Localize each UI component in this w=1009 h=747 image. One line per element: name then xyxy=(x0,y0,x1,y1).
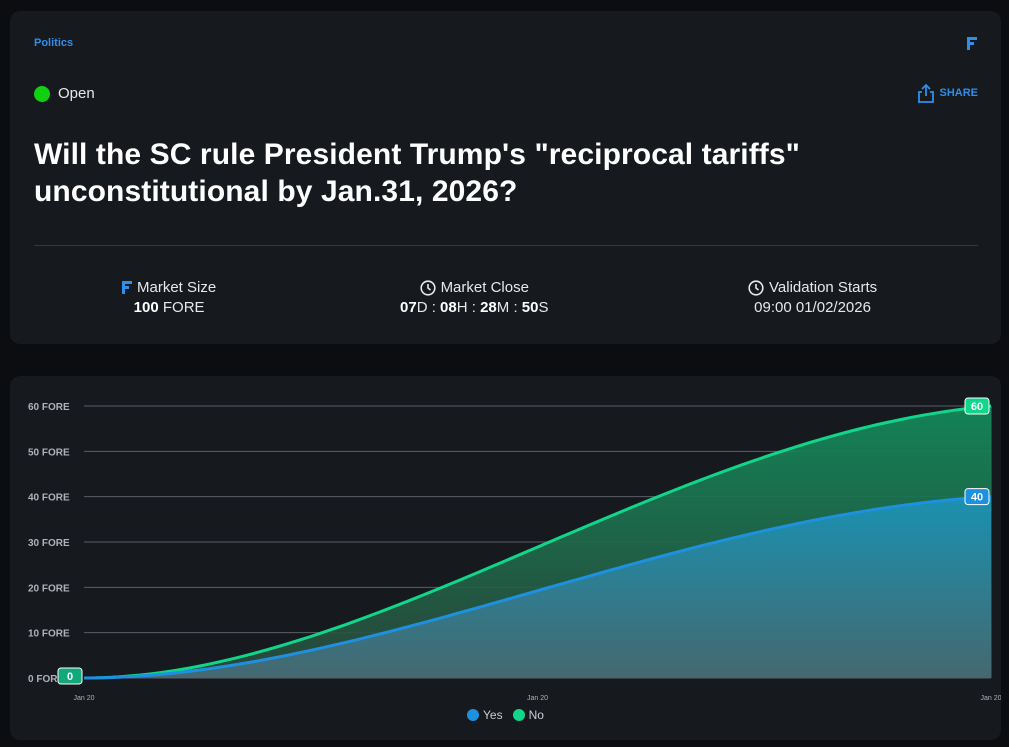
countdown-seconds-unit: S xyxy=(538,299,549,316)
countdown-minutes: 28 xyxy=(480,299,497,316)
countdown-separator: : xyxy=(431,299,436,316)
market-size-unit: FORE xyxy=(162,299,205,316)
y-tick-label: 0 FORE xyxy=(28,674,64,685)
y-tick-label: 10 FORE xyxy=(28,629,70,640)
market-close-stat: Market Close 07D : 08H : 28M : 50S xyxy=(400,279,549,316)
x-tick-label: Jan 20 xyxy=(73,695,94,702)
countdown-days-unit: D xyxy=(416,299,428,316)
market-chart: 0 FORE 10 FORE 20 FORE 30 FORE 40 FORE 50 FOR… xyxy=(28,397,1001,702)
market-size-value: 100 xyxy=(133,299,159,316)
countdown-separator: : xyxy=(471,299,476,316)
y-tick-label: 40 FORE xyxy=(28,493,70,504)
fore-logo-icon xyxy=(122,281,132,294)
countdown-days: 07 xyxy=(400,299,417,316)
legend-dot-no xyxy=(512,709,525,721)
legend-item-yes[interactable]: Yes xyxy=(467,708,503,722)
end-yes-label: 40 xyxy=(971,492,983,504)
line-no xyxy=(83,404,992,680)
divider xyxy=(34,245,978,246)
legend-label-yes: Yes xyxy=(483,708,503,722)
share-button[interactable]: SHARE xyxy=(917,83,978,103)
start-badge xyxy=(57,667,83,685)
legend-item-no[interactable]: No xyxy=(512,708,544,722)
chart-legend: Yes No xyxy=(10,708,1001,722)
category-link[interactable]: Politics xyxy=(34,37,74,49)
legend-dot-yes xyxy=(467,709,480,721)
validation-stat: Validation Starts 09:00 01/02/2026 xyxy=(748,279,877,316)
market-status: Open xyxy=(34,85,95,102)
end-no-label: 60 xyxy=(971,401,983,413)
market-header-card: Politics Open SHARE Will the SC rule Pre… xyxy=(10,11,1001,344)
end-yes-badge xyxy=(964,488,990,506)
y-tick-label: 30 FORE xyxy=(28,538,70,549)
status-dot-icon xyxy=(34,85,50,102)
end-no-badge xyxy=(964,397,990,415)
share-label: SHARE xyxy=(939,87,978,99)
validation-value: 09:00 01/02/2026 xyxy=(754,299,871,316)
start-label: 0 xyxy=(67,671,73,683)
clock-icon xyxy=(419,279,436,296)
x-tick-label: Jan 20 xyxy=(527,695,548,702)
countdown-seconds: 50 xyxy=(521,299,539,316)
market-size-stat: Market Size 100 FORE xyxy=(122,279,216,316)
validation-label: Validation Starts xyxy=(769,279,878,296)
x-tick-label: Jan 20 xyxy=(980,695,1001,702)
market-size-label: Market Size xyxy=(137,279,217,296)
countdown-minutes-unit: M xyxy=(496,299,510,316)
market-question-title: Will the SC rule President Trump's "reci… xyxy=(34,138,801,208)
area-yes xyxy=(84,496,991,678)
y-tick-label: 20 FORE xyxy=(28,583,70,594)
countdown-timer: 07D : 08H : 28M : 50S xyxy=(400,299,549,316)
y-tick-label: 60 FORE xyxy=(28,402,70,413)
legend-label-no: No xyxy=(528,708,544,722)
clock-icon xyxy=(748,279,764,296)
market-close-label: Market Close xyxy=(440,279,529,296)
y-tick-label: 50 FORE xyxy=(28,447,70,458)
countdown-hours-unit: H xyxy=(456,299,468,316)
status-label: Open xyxy=(58,85,95,102)
countdown-separator: : xyxy=(513,299,518,316)
line-yes xyxy=(83,495,992,680)
chart-card: 0 FORE 10 FORE 20 FORE 30 FORE 40 FORE 50 FOR… xyxy=(10,376,1001,740)
fore-logo-icon xyxy=(967,37,977,50)
countdown-hours: 08 xyxy=(440,299,457,316)
share-icon xyxy=(918,83,935,103)
